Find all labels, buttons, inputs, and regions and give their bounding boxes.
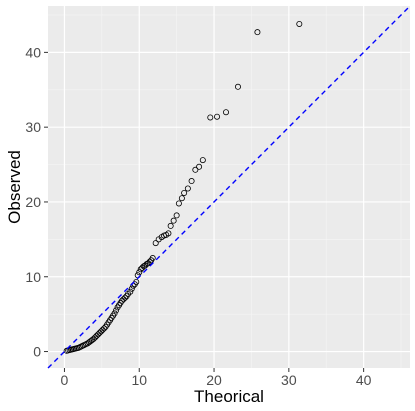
data-point: [98, 328, 105, 335]
data-point: [119, 297, 126, 304]
data-point: [149, 255, 156, 262]
data-point: [192, 166, 199, 173]
y-tick-label: 0: [33, 344, 41, 360]
data-point: [214, 113, 221, 120]
data-point: [170, 217, 177, 224]
data-point: [175, 200, 182, 207]
data-point: [99, 326, 106, 333]
data-point: [93, 332, 100, 339]
data-point: [145, 260, 152, 267]
x-tick-label: 40: [356, 372, 372, 388]
data-point: [136, 269, 143, 276]
data-point: [173, 212, 180, 219]
data-point: [113, 307, 120, 314]
y-axis-title: Observed: [5, 150, 24, 224]
y-axis-ticks: 0 10 20 30 40: [25, 44, 48, 360]
y-tick-label: 40: [25, 44, 41, 60]
data-point: [95, 331, 102, 338]
x-axis-title: Theorical: [194, 387, 264, 406]
data-point: [127, 288, 134, 295]
major-gridlines: [48, 6, 410, 368]
y-tick-label: 20: [25, 194, 41, 210]
reference-line: [47, 5, 411, 369]
data-points: [63, 20, 303, 354]
data-point: [196, 163, 203, 170]
x-axis-ticks: 0 10 20 30 40: [61, 368, 372, 388]
x-tick-label: 10: [131, 372, 147, 388]
data-point: [254, 29, 261, 36]
data-point: [90, 335, 97, 342]
data-point: [207, 114, 214, 121]
data-point: [188, 178, 195, 185]
data-point: [223, 109, 230, 116]
data-point: [111, 310, 118, 317]
y-tick-label: 10: [25, 269, 41, 285]
data-point: [101, 325, 108, 332]
x-tick-label: 30: [281, 372, 297, 388]
data-point: [181, 189, 188, 196]
data-point: [128, 285, 135, 292]
data-point: [92, 334, 99, 341]
data-point: [234, 83, 241, 90]
minor-gridlines: [48, 6, 410, 368]
x-tick-label: 20: [206, 372, 222, 388]
data-point: [178, 195, 185, 202]
y-tick-label: 30: [25, 119, 41, 135]
data-point: [152, 240, 159, 247]
data-point: [165, 230, 172, 237]
data-point: [146, 258, 153, 265]
data-point: [184, 185, 191, 192]
data-point: [137, 266, 144, 273]
data-point: [167, 222, 174, 229]
data-point: [122, 294, 129, 301]
data-point: [199, 157, 206, 164]
data-point: [96, 329, 103, 336]
data-point: [296, 20, 303, 27]
data-point: [120, 296, 127, 303]
x-tick-label: 0: [61, 372, 69, 388]
